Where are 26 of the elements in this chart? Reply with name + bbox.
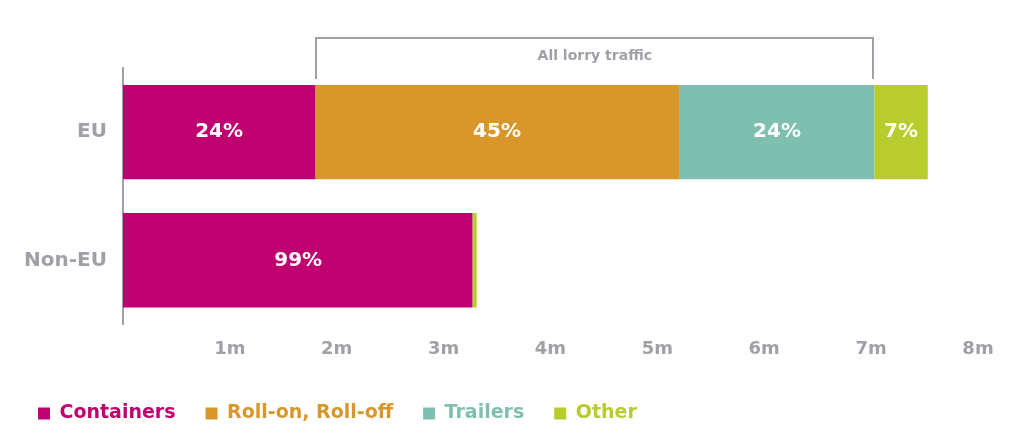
x-tick-label: 2m (321, 336, 353, 358)
legend-label: Containers (59, 400, 176, 423)
bar (874, 84, 928, 180)
bar (472, 213, 477, 308)
x-tick-label: 7m (855, 336, 887, 358)
annotation: 99% (274, 246, 323, 271)
legend-label: Trailers (444, 400, 525, 423)
x-tick-label: 1m (214, 336, 246, 358)
annotation: 7% (884, 118, 919, 143)
x-tick-label: 5m (641, 336, 673, 358)
annotation: 24% (753, 118, 801, 143)
x-tick-label: 3m (427, 336, 460, 358)
annotation: 45% (473, 118, 521, 143)
bar (679, 84, 875, 180)
y-tick-label: Non-EU (24, 246, 107, 271)
bar (122, 84, 316, 180)
legend-label: Other (575, 400, 638, 423)
annotation: 24% (195, 118, 244, 143)
y-tick-label: EU (77, 118, 107, 143)
bar (315, 84, 680, 180)
bracket: All lorry traffic (315, 36, 875, 79)
legend-label: Roll-on, Roll-off (227, 400, 394, 423)
x-tick-label: 8m (962, 336, 994, 358)
x-tick-label: 4m (534, 336, 567, 358)
bar (122, 213, 473, 308)
x-tick-label: 6m (748, 336, 780, 358)
